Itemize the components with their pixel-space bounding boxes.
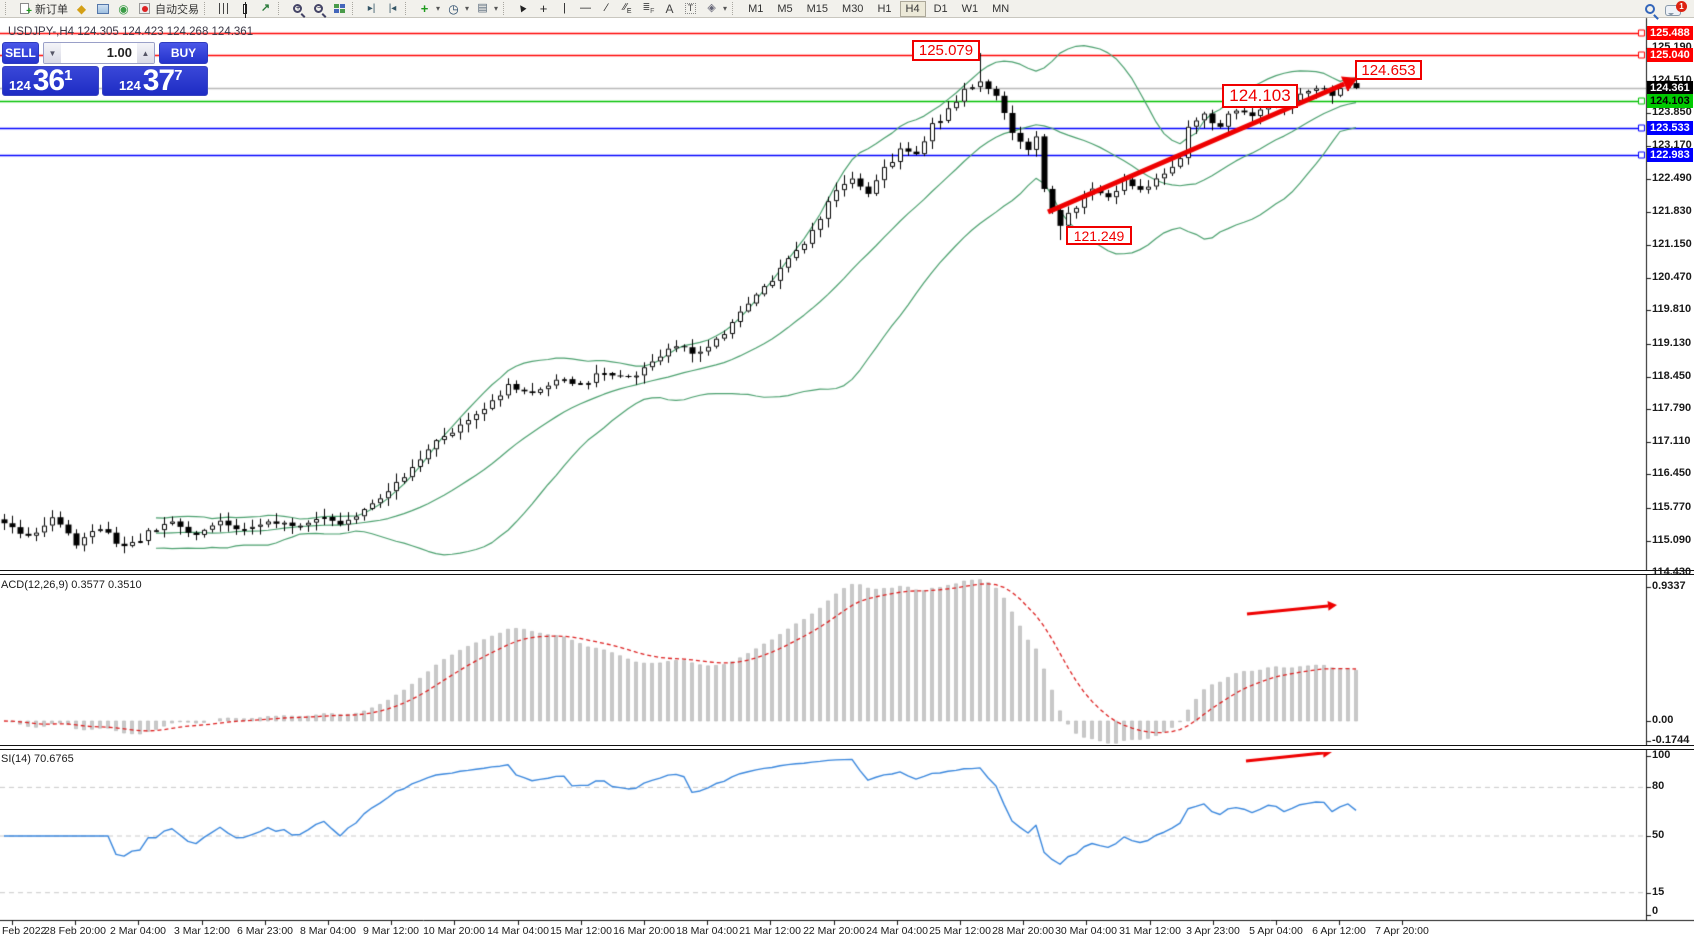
time-axis-label: 15 Mar 12:00 bbox=[550, 925, 612, 937]
price-tick-label: 120.470 bbox=[1652, 271, 1692, 284]
price-tick-label: 114.430 bbox=[1652, 566, 1692, 579]
time-axis-label: 9 Mar 12:00 bbox=[362, 925, 420, 937]
time-axis-label: 8 Mar 04:00 bbox=[299, 925, 357, 937]
time-axis-label: 24 Mar 04:00 bbox=[866, 925, 928, 937]
time-axis-label: 14 Mar 04:00 bbox=[487, 925, 549, 937]
price-level-label: 123.533 bbox=[1647, 121, 1693, 135]
time-axis-label: 16 Mar 20:00 bbox=[613, 925, 675, 937]
ask-price-pip: 7 bbox=[174, 67, 183, 84]
price-level-label: 122.983 bbox=[1647, 148, 1693, 162]
price-tick-label: 123.850 bbox=[1652, 105, 1692, 118]
sell-button[interactable]: SELL bbox=[2, 42, 39, 64]
price-level-label: 124.103 bbox=[1647, 94, 1693, 108]
time-axis-label: 18 Mar 04:00 bbox=[676, 925, 738, 937]
rsi-tick-label: 100 bbox=[1652, 749, 1671, 761]
time-axis-label: 2 Mar 04:00 bbox=[109, 925, 167, 937]
time-axis-label: 7 Apr 20:00 bbox=[1375, 925, 1429, 937]
rsi-label: SI(14) 70.6765 bbox=[1, 753, 74, 765]
time-axis-label: 6 Apr 12:00 bbox=[1312, 925, 1366, 937]
rsi-tick-label: 15 bbox=[1652, 885, 1665, 898]
macd-tick-label: -0.1744 bbox=[1652, 734, 1690, 746]
price-tick-label: 117.790 bbox=[1652, 401, 1692, 414]
time-axis-label: 25 Mar 12:00 bbox=[929, 925, 991, 937]
volume-decrease-button[interactable]: ▼ bbox=[44, 43, 61, 63]
volume-increase-button[interactable]: ▲ bbox=[137, 43, 154, 63]
rsi-tick-label: 0 bbox=[1652, 905, 1659, 917]
buy-button[interactable]: BUY bbox=[159, 42, 208, 64]
price-tick-label: 117.110 bbox=[1652, 435, 1691, 448]
price-annotation-box[interactable]: 124.653 bbox=[1355, 60, 1422, 80]
price-tick-label: 115.090 bbox=[1652, 533, 1692, 546]
price-tick-label: 122.490 bbox=[1652, 172, 1692, 185]
bid-price-pip: 1 bbox=[64, 67, 73, 84]
price-tick-label: 116.450 bbox=[1652, 467, 1692, 480]
bid-price-box[interactable]: 124 36 1 bbox=[2, 64, 99, 97]
main-macd-separator[interactable] bbox=[0, 570, 1694, 575]
one-click-trading-panel: SELL ▼ 1.00 ▲ BUY 124 36 1 124 37 7 bbox=[2, 42, 208, 97]
time-axis-label: 3 Apr 23:00 bbox=[1186, 925, 1240, 937]
time-axis-label: 22 Mar 20:00 bbox=[803, 925, 865, 937]
price-tick-label: 115.770 bbox=[1652, 500, 1692, 513]
price-annotation-box[interactable]: 125.079 bbox=[912, 40, 980, 61]
time-axis-label: 28 Feb 20:00 bbox=[44, 925, 106, 937]
time-axis-label: 31 Mar 12:00 bbox=[1119, 925, 1181, 937]
volume-value[interactable]: 1.00 bbox=[106, 45, 132, 60]
time-axis-label: 10 Mar 20:00 bbox=[423, 925, 485, 937]
time-axis-label: 5 Apr 04:00 bbox=[1249, 925, 1303, 937]
time-axis-label: 21 Mar 12:00 bbox=[739, 925, 801, 937]
price-annotation-box[interactable]: 124.103 bbox=[1222, 84, 1298, 108]
price-tick-label: 119.810 bbox=[1652, 303, 1692, 316]
volume-stepper: ▼ 1.00 ▲ bbox=[43, 42, 155, 64]
price-level-label: 124.361 bbox=[1647, 81, 1693, 95]
ask-price-box[interactable]: 124 37 7 bbox=[102, 64, 208, 97]
time-axis-label: 6 Mar 23:00 bbox=[236, 925, 294, 937]
macd-tick-label: 0.9337 bbox=[1652, 580, 1686, 592]
price-tick-label: 119.130 bbox=[1652, 336, 1692, 349]
time-axis-label: 28 Mar 20:00 bbox=[992, 925, 1054, 937]
time-axis-label: Feb 2022 bbox=[2, 925, 47, 937]
macd-rsi-separator[interactable] bbox=[0, 745, 1694, 750]
bid-price-big: 36 bbox=[32, 64, 65, 97]
rsi-tick-label: 80 bbox=[1652, 780, 1665, 793]
rsi-tick-label: 50 bbox=[1652, 829, 1665, 841]
price-tick-label: 118.450 bbox=[1652, 369, 1692, 382]
bid-price-prefix: 124 bbox=[9, 78, 31, 93]
chart-title: USDJPY-,H4 124.305 124.423 124.268 124.3… bbox=[8, 26, 254, 38]
price-level-label: 125.488 bbox=[1647, 26, 1693, 40]
price-annotation-box[interactable]: 121.249 bbox=[1066, 226, 1132, 245]
ask-price-prefix: 124 bbox=[119, 78, 141, 93]
time-axis-label: 30 Mar 04:00 bbox=[1055, 925, 1117, 937]
macd-label: ACD(12,26,9) 0.3577 0.3510 bbox=[1, 579, 142, 591]
price-tick-label: 121.150 bbox=[1652, 237, 1692, 250]
price-level-label: 125.040 bbox=[1647, 48, 1693, 62]
macd-tick-label: 0.00 bbox=[1652, 714, 1674, 726]
price-tick-label: 121.830 bbox=[1652, 204, 1692, 217]
time-axis-label: 3 Mar 12:00 bbox=[173, 925, 231, 937]
ask-price-big: 37 bbox=[142, 64, 175, 97]
